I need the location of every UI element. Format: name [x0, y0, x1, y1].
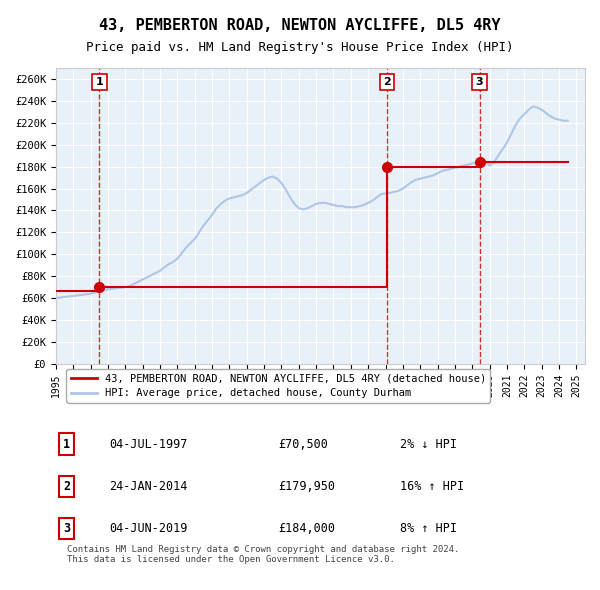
Text: 04-JUN-2019: 04-JUN-2019	[109, 522, 187, 535]
Text: Price paid vs. HM Land Registry's House Price Index (HPI): Price paid vs. HM Land Registry's House …	[86, 41, 514, 54]
Text: 2: 2	[63, 480, 70, 493]
Text: 2: 2	[383, 77, 391, 87]
Legend: 43, PEMBERTON ROAD, NEWTON AYCLIFFE, DL5 4RY (detached house), HPI: Average pric: 43, PEMBERTON ROAD, NEWTON AYCLIFFE, DL5…	[67, 369, 490, 402]
Text: 1: 1	[63, 438, 70, 451]
Text: Contains HM Land Registry data © Crown copyright and database right 2024.
This d: Contains HM Land Registry data © Crown c…	[67, 545, 459, 565]
Text: 16% ↑ HPI: 16% ↑ HPI	[400, 480, 464, 493]
Text: 2% ↓ HPI: 2% ↓ HPI	[400, 438, 457, 451]
Text: 1: 1	[95, 77, 103, 87]
Text: £70,500: £70,500	[278, 438, 328, 451]
Text: 3: 3	[63, 522, 70, 535]
Text: £184,000: £184,000	[278, 522, 335, 535]
Text: 8% ↑ HPI: 8% ↑ HPI	[400, 522, 457, 535]
Text: 43, PEMBERTON ROAD, NEWTON AYCLIFFE, DL5 4RY: 43, PEMBERTON ROAD, NEWTON AYCLIFFE, DL5…	[99, 18, 501, 32]
Text: 3: 3	[476, 77, 484, 87]
Text: £179,950: £179,950	[278, 480, 335, 493]
Text: 24-JAN-2014: 24-JAN-2014	[109, 480, 187, 493]
Text: 04-JUL-1997: 04-JUL-1997	[109, 438, 187, 451]
